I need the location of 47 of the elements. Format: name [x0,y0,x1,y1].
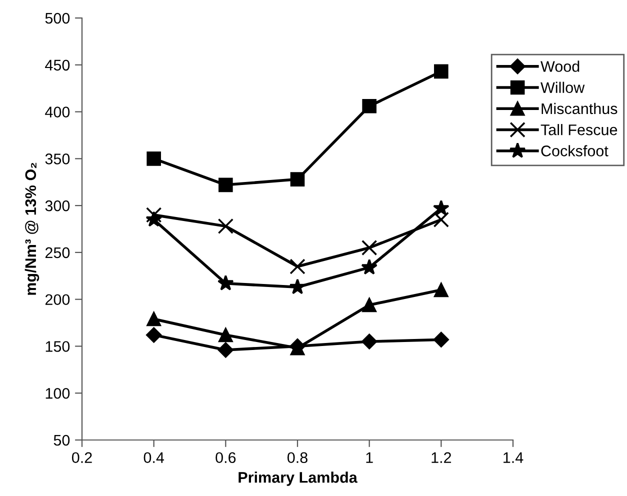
point [290,258,306,274]
point [434,64,448,79]
x-tick-label: 0.4 [144,452,164,464]
point [218,342,234,358]
point [432,200,450,216]
point [218,178,233,192]
y-tick-label: 150 [46,341,70,352]
point [218,218,234,234]
point [217,274,234,290]
point [434,282,448,298]
point [146,207,162,223]
legend-label: Tall Fescue [540,124,618,136]
legend-label: Wood [540,60,580,72]
point [146,152,161,166]
x-tick-label: 0.6 [216,452,236,464]
point [289,278,306,294]
point [361,258,378,275]
y-tick-label: 100 [46,388,70,399]
y-tick-label: 50 [54,434,70,446]
x-tick-label: 1.4 [504,452,524,463]
point [433,212,450,228]
point [362,98,376,114]
point [361,240,378,256]
point [218,328,233,342]
point [433,332,449,348]
point [146,211,162,227]
x-tick-label: 0.8 [287,452,308,464]
y-tick-label: 200 [45,294,70,306]
y-tick-label: 350 [45,154,70,164]
legend-label: Willow [540,82,585,94]
y-tick-label: 500 [45,12,70,24]
y-tick-label: 450 [45,60,70,71]
legend-label: Cocksfoot [541,145,608,156]
y-tick-label: 250 [45,247,70,258]
legend-label: Miscanthus [542,102,618,114]
x-tick-label: 1.2 [432,452,452,463]
point [146,327,162,343]
x-axis-title: Primary Lambda [238,472,358,486]
point [146,312,161,326]
y-tick-label: 300 [45,200,70,212]
y-tick-label: 400 [45,106,70,118]
point [362,298,376,312]
x-tick-label: 1 [366,452,373,463]
y-axis-title: mg/Nm³ @ 13% O₂ [24,162,40,295]
point [290,172,305,186]
point [362,334,378,350]
x-tick-label: 0.2 [72,452,92,464]
